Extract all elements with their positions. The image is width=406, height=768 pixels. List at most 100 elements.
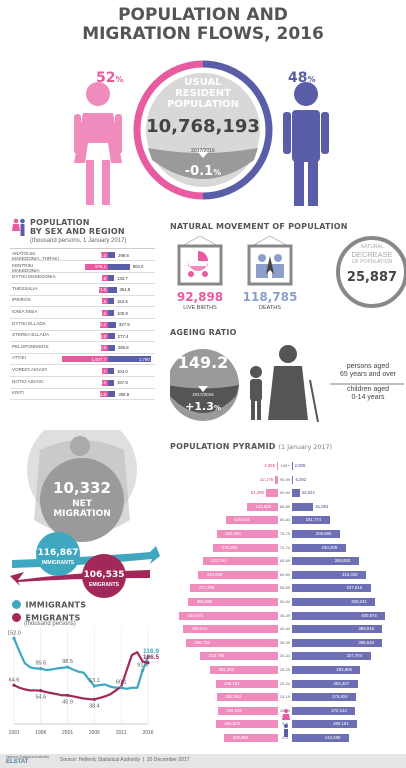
female-bar: [102, 310, 108, 316]
pyramid-male-bar: [292, 530, 340, 538]
male-value: 104.0: [117, 368, 128, 374]
pyramid-female-bar: [213, 543, 278, 552]
usual-resident-value: 10,768,193: [146, 116, 260, 137]
pyramid-row: 45-49 424,570 400,874: [170, 610, 400, 621]
male-bar: [108, 321, 116, 328]
pyramid-male-value: 161,774: [305, 517, 322, 523]
pyramid-male-value: 293,909: [336, 667, 352, 672]
region-label: KRITI: [12, 390, 24, 396]
pyramid-male-value: 337,815: [346, 585, 363, 591]
pyramid-male-bar: [292, 557, 359, 566]
region-row: ATTIKI 1,937.7 1,790.9: [10, 354, 155, 366]
age-group-label: 50-54: [279, 599, 291, 604]
male-bar: [108, 298, 114, 305]
pyramid-row: 50-54 385,983 358,241: [170, 596, 400, 607]
ageing-title: AGEING RATIO: [170, 328, 237, 337]
pyramid-female-bar: [185, 638, 278, 647]
pyramid-male-value: 6,292: [295, 476, 307, 482]
deaths-value: 118,785: [242, 290, 298, 304]
male-value: 327.9: [118, 322, 130, 328]
pyramid-male-value: 272,144: [331, 707, 347, 713]
immigrants-label: IMMIGRANTS: [41, 560, 75, 566]
pyramid-male-value: 205,680: [315, 531, 332, 536]
male-bar: [108, 356, 151, 363]
pyramid-row: 35-39 396,728 388,648: [170, 637, 400, 648]
male-value: 904.0: [132, 264, 144, 270]
age-group-label: 30-34: [279, 653, 291, 659]
natural-movement-title: NATURAL MOVEMENT OF POPULATION: [170, 222, 348, 231]
region-label: VOREIO AIGAIO: [12, 367, 47, 372]
baby-carriage-frame-icon: [177, 236, 223, 286]
female-value: 1,937.7: [91, 356, 106, 362]
pyramid-male-value: 286,853: [334, 558, 351, 564]
pyramid-female-value: 266,829: [224, 721, 240, 727]
male-value: 298.6: [118, 252, 129, 258]
net-migration-label: NET MIGRATION: [53, 499, 111, 519]
female-value: 95.7: [97, 368, 106, 374]
male-bar: [108, 368, 114, 374]
pyramid-row: 25-29 292,302 293,909: [170, 664, 400, 675]
age-group-label: 20-24: [279, 680, 291, 686]
ageing-graphic: [170, 345, 404, 423]
male-value: 277.4: [117, 333, 129, 339]
pyramid-row: 40-44 408,224 388,915: [170, 623, 400, 634]
legend-emigrants: EMIGRANTS: [12, 609, 81, 627]
pyramid-male-bar: [292, 652, 371, 661]
pyramid-female-bar: [215, 720, 278, 729]
data-point: [66, 693, 70, 697]
male-value: 133.7: [117, 275, 128, 281]
pyramid-female-value: 262,063: [225, 694, 242, 700]
pyramid-female-bar: [216, 530, 278, 538]
male-bar: [108, 286, 117, 293]
pyramid-male-bar: [292, 625, 383, 634]
data-point: [39, 689, 43, 693]
male-value: 354.8: [119, 287, 131, 293]
pyramid-male-bar: [292, 502, 314, 511]
pyramid-male-value: 318,330: [342, 571, 358, 577]
decrease-label: NATURAL DECREASE OF POPULATION: [351, 244, 393, 265]
pyramid-female-value: 396,728: [194, 639, 210, 645]
data-point: [146, 661, 150, 665]
male-bar: [108, 275, 114, 282]
data-point: [92, 697, 96, 701]
pyramid-row: 30-34 333,799 337,784: [170, 650, 400, 661]
pyramid-row: 95-99 12,176 6,292: [170, 474, 400, 485]
female-bar: [84, 263, 108, 270]
data-point: [12, 683, 16, 687]
data-label: 92.4: [137, 662, 148, 668]
age-group-label: 70-74: [279, 544, 291, 550]
pyramid-female-value: 263,094: [225, 531, 241, 536]
ageing-denominator: children aged 0-14 years: [346, 386, 390, 401]
pyramid-male-bar: [292, 720, 358, 729]
male-bar: [108, 344, 115, 351]
female-bar: [102, 275, 108, 282]
pyramid-female-bar: [179, 611, 278, 620]
female-bar: [102, 298, 108, 305]
region-row: STEREA ELLADA 278.8 277.4: [10, 331, 155, 343]
female-value: 976.1: [95, 264, 106, 270]
female-value: 278.8: [95, 333, 106, 339]
region-label: DYTIKI MAKEDONIA: [12, 274, 56, 280]
female-bar: [102, 368, 108, 374]
pyramid-female-bar: [217, 693, 278, 702]
region-row: IONIA NISIA 104.5 100.9: [10, 308, 155, 319]
data-label: 152.0: [8, 630, 21, 636]
age-group-label: 80-84: [279, 517, 291, 523]
pyramid-male-bar: [292, 598, 376, 606]
decrease-value: 25,887: [346, 270, 398, 285]
age-group-label: 95-99: [279, 476, 291, 482]
pyramid-male-bar: [292, 516, 330, 525]
pyramid-row: 0-4 230,962 244,598: [170, 732, 400, 743]
immigrants-line: [12, 637, 150, 690]
deaths-label: DEATHS: [259, 305, 281, 311]
female-value: 323.8: [95, 391, 106, 397]
page-title: POPULATION AND MIGRATION FLOWS, 2016: [82, 5, 324, 44]
male-percentage: 48%: [288, 70, 316, 86]
births-value: 92,898: [176, 290, 224, 304]
male-bar: [108, 310, 114, 316]
pyramid-row: 55-59 377,289 337,815: [170, 582, 400, 593]
pyramid-male-value: 230,299: [321, 544, 338, 550]
age-group-label: 65-69: [279, 558, 291, 564]
pyramid-male-bar: [292, 584, 371, 593]
